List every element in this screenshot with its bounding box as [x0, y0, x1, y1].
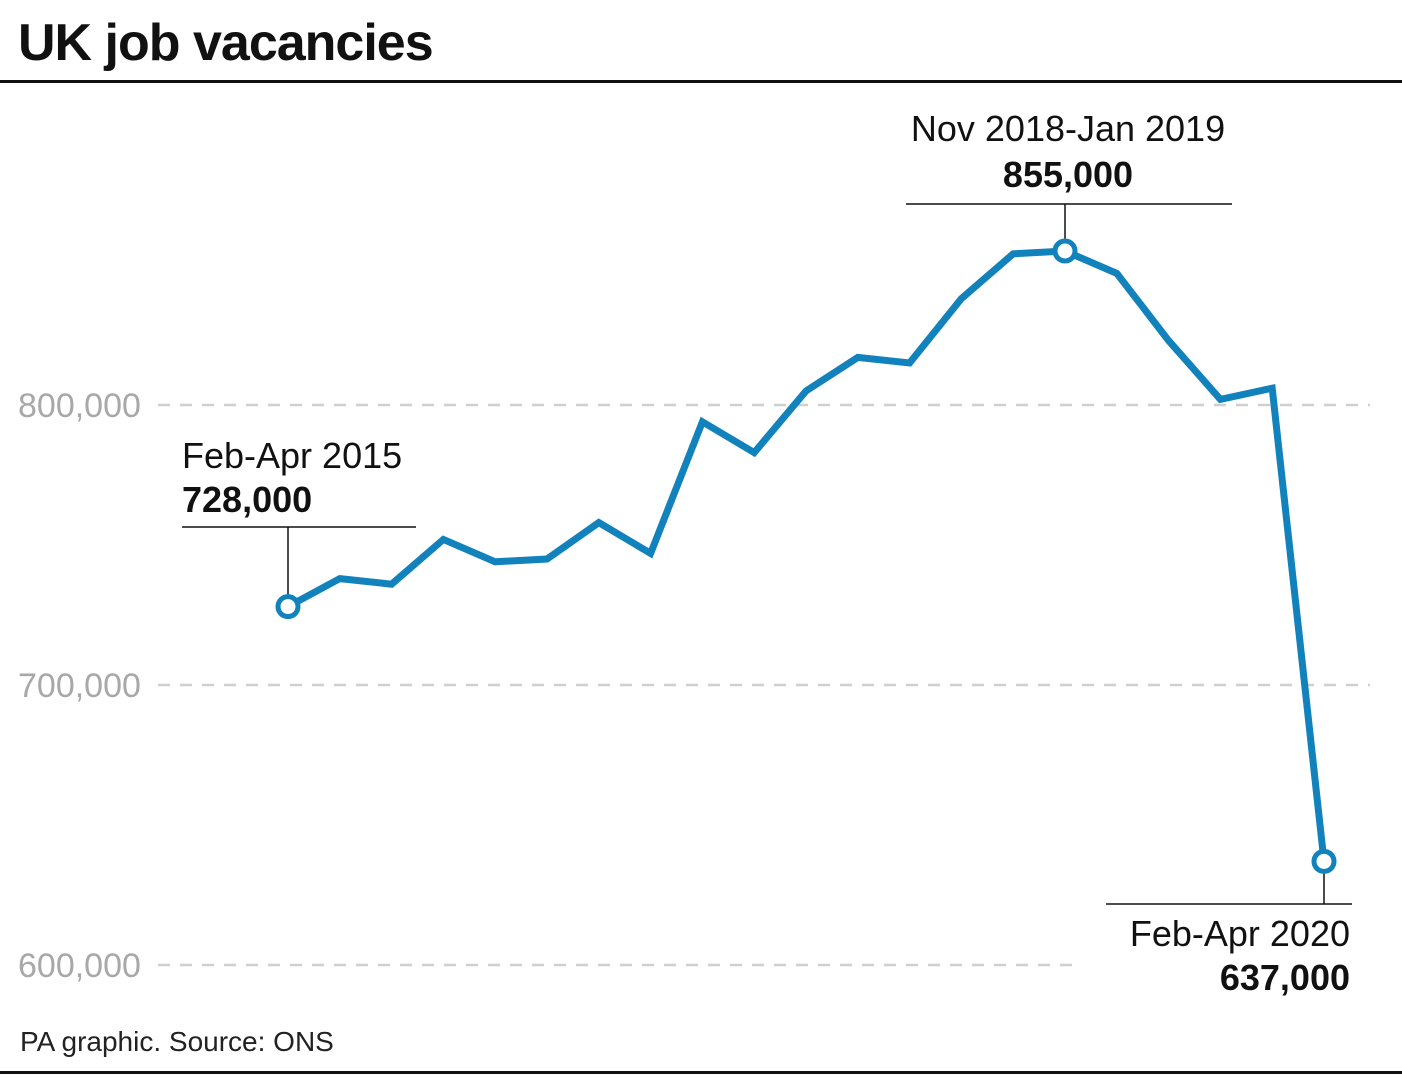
y-tick-label: 600,000 — [18, 947, 141, 985]
y-tick-label: 700,000 — [18, 667, 141, 705]
series-layer — [275, 238, 1337, 874]
point-marker — [1311, 848, 1337, 874]
annotation-period: Feb-Apr 2015 — [182, 435, 402, 476]
annotation-period: Nov 2018-Jan 2019 — [911, 108, 1225, 149]
vacancies-line — [286, 247, 1328, 862]
annotation-value: 855,000 — [1003, 154, 1133, 195]
bottom-rule — [0, 1071, 1402, 1074]
point-marker — [275, 594, 301, 620]
y-tick-label: 800,000 — [18, 387, 141, 425]
chart-title: UK job vacancies — [18, 14, 434, 72]
point-marker — [1052, 238, 1078, 264]
grid-layer: 600,000 700,000 800,000 — [18, 387, 1370, 985]
source-note: PA graphic. Source: ONS — [20, 1026, 334, 1057]
annotation-value: 637,000 — [1220, 957, 1350, 998]
annotation-period: Feb-Apr 2020 — [1130, 913, 1350, 954]
title-rule — [0, 80, 1402, 83]
annotation-value: 728,000 — [182, 479, 312, 520]
